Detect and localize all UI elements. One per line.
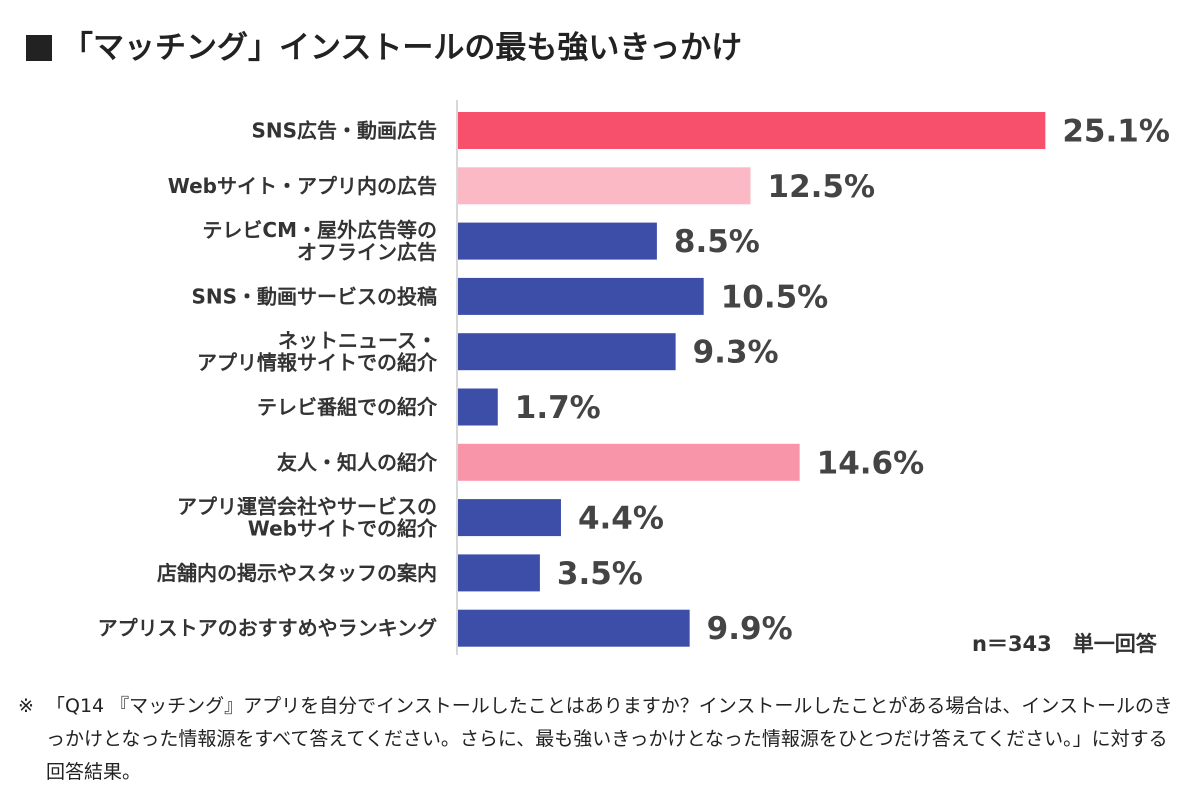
bar-1	[458, 112, 1046, 149]
category-label-line: Webサイト・アプリ内の広告	[168, 174, 437, 198]
value-label-4: 10.5%	[721, 279, 829, 315]
bar-7	[458, 443, 800, 481]
value-label-5: 9.3%	[693, 335, 779, 371]
bar-9	[458, 554, 540, 592]
chart-title-text: 「マッチング」インストールの最も強いきっかけ	[62, 30, 743, 66]
category-label-5: ネットニュース・アプリ情報サイトでの紹介	[197, 329, 438, 375]
category-label-line: アプリ運営会社やサービスの	[177, 495, 437, 519]
bar-2	[458, 167, 751, 205]
value-label-6: 1.7%	[515, 390, 601, 426]
category-label-6: テレビ番組での紹介	[257, 395, 438, 419]
category-label-1: SNS広告・動画広告	[251, 119, 437, 143]
category-label-7: 友人・知人の紹介	[277, 450, 438, 474]
category-label-2: Webサイト・アプリ内の広告	[168, 174, 437, 198]
category-label-8: アプリ運営会社やサービスの Webサイトでの紹介	[177, 495, 438, 541]
footnote-text: 「Q14 『マッチング』アプリを自分でインストールしたことはありますか？インスト…	[46, 695, 1173, 783]
value-label-3: 8.5%	[674, 224, 760, 260]
category-label-line: Webサイトでの紹介	[248, 517, 438, 541]
bar-10	[458, 609, 690, 647]
chart-title: 「マッチング」インストールの最も強いきっかけ	[26, 22, 742, 67]
value-label-2: 12.5%	[768, 169, 876, 205]
value-label-8: 4.4%	[578, 501, 664, 537]
category-label-4: SNS・動画サービスの投稿	[191, 284, 437, 308]
category-label-line: 店舗内の掲示やスタッフの案内	[157, 561, 437, 585]
category-label-line: SNS・動画サービスの投稿	[191, 284, 437, 308]
bar-6	[458, 388, 498, 426]
value-label-7: 14.6%	[817, 445, 925, 481]
bar-4	[458, 277, 704, 315]
category-label-line: ネットニュース・	[278, 329, 437, 353]
footnote-mark: ※	[18, 695, 34, 717]
category-label-line: オフライン広告	[297, 240, 437, 264]
category-label-line: SNS広告・動画広告	[251, 119, 437, 143]
category-label-line: アプリ情報サイトでの紹介	[197, 351, 438, 375]
value-label-1: 25.1%	[1062, 114, 1170, 150]
category-label-line: アプリストアのおすすめやランキング	[98, 616, 437, 640]
category-label-line: テレビ番組での紹介	[257, 395, 438, 419]
bar-3	[458, 222, 657, 260]
category-label-line: 友人・知人の紹介	[277, 450, 438, 474]
value-label-10: 9.9%	[707, 611, 793, 647]
title-square-icon	[26, 35, 52, 61]
category-label-9: 店舗内の掲示やスタッフの案内	[157, 561, 437, 585]
bar-5	[458, 333, 676, 371]
category-label-10: アプリストアのおすすめやランキング	[98, 616, 437, 640]
bar-8	[458, 499, 561, 537]
footnote: ※ 「Q14 『マッチング』アプリを自分でインストールしたことはありますか？イン…	[18, 690, 1178, 789]
value-label-9: 3.5%	[557, 556, 643, 592]
category-label-3: テレビCM・屋外広告等のオフライン広告	[202, 218, 437, 264]
sample-size-note: n＝343 単一回答	[972, 632, 1157, 656]
bar-chart: 25.1% SNS広告・動画広告 12.5% Webサイト・アプリ内の広告 8.5% テレ…	[98, 100, 1170, 655]
category-label-line: テレビCM・屋外広告等の	[202, 218, 437, 242]
